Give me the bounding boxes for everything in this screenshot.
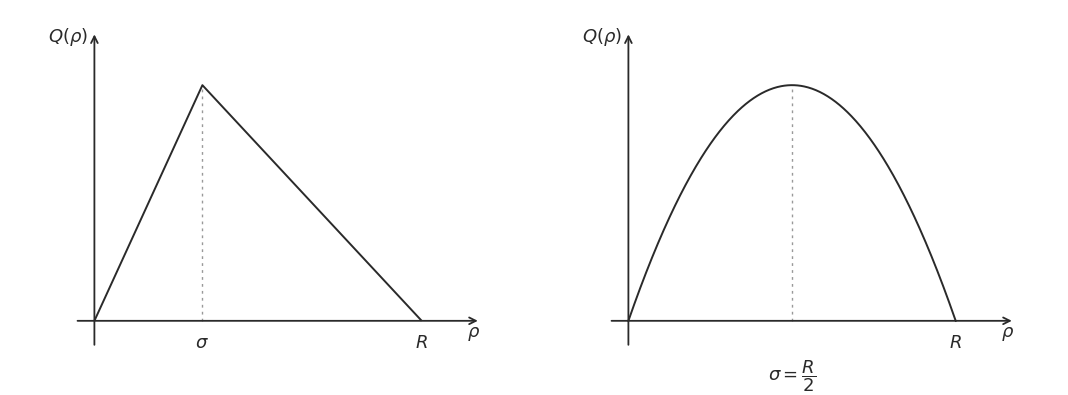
Text: $Q(\rho)$: $Q(\rho)$ — [48, 26, 88, 48]
Text: $\rho$: $\rho$ — [468, 325, 481, 343]
Text: $\rho$: $\rho$ — [1002, 325, 1015, 343]
Text: $\sigma$: $\sigma$ — [195, 334, 209, 352]
Text: $\sigma = \dfrac{R}{2}$: $\sigma = \dfrac{R}{2}$ — [768, 358, 816, 394]
Text: $R$: $R$ — [415, 334, 428, 352]
Text: $R$: $R$ — [949, 334, 962, 352]
Text: $Q(\rho)$: $Q(\rho)$ — [582, 26, 622, 48]
